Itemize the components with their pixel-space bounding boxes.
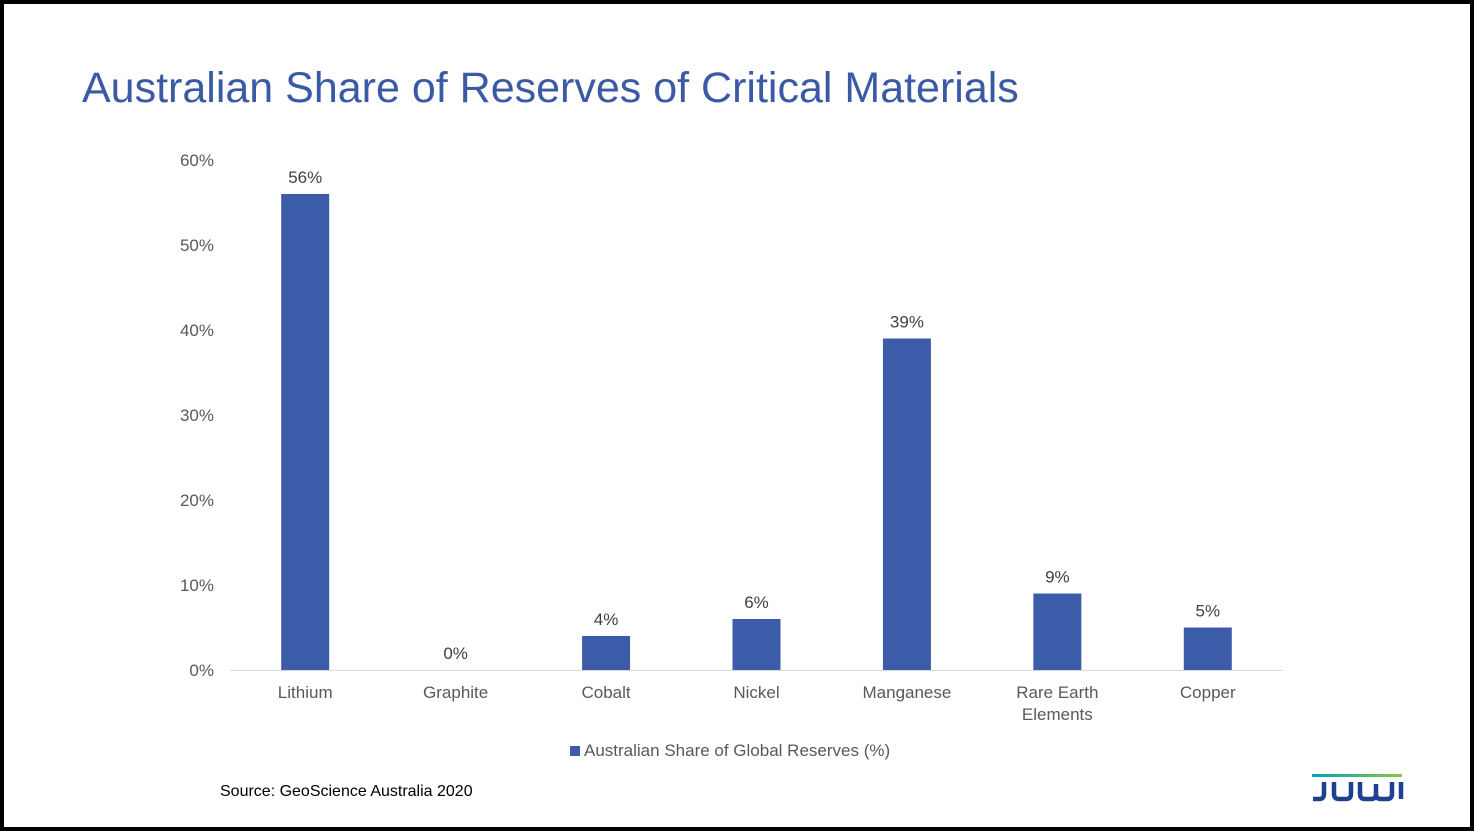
x-tick-label: Rare Earth — [1016, 683, 1098, 702]
bar-lithium — [281, 194, 330, 670]
y-tick-label: 10% — [180, 576, 214, 595]
logo-stripe — [1312, 774, 1402, 777]
x-tick-label: Manganese — [863, 683, 952, 702]
x-tick-label: Graphite — [423, 683, 488, 702]
bar-rare-earth-elements — [1033, 593, 1082, 670]
legend-label: Australian Share of Global Reserves (%) — [584, 741, 891, 760]
bar-copper — [1183, 627, 1232, 670]
bar-cobalt — [582, 636, 631, 670]
juwi-logo — [1312, 774, 1404, 802]
x-tick-label: Cobalt — [582, 683, 631, 702]
x-tick-label: Nickel — [733, 683, 779, 702]
y-tick-label: 20% — [180, 491, 214, 510]
slide-title: Australian Share of Reserves of Critical… — [82, 64, 1019, 112]
data-label: 4% — [594, 610, 619, 629]
x-tick-label: Lithium — [278, 683, 333, 702]
chart-legend: Australian Share of Global Reserves (%) — [570, 741, 890, 761]
y-tick-label: 50% — [180, 236, 214, 255]
bar-chart: 0% 10% 20% 30% 40% 50% 60% 56% Lithium 0% Graphite… — [180, 151, 1283, 724]
data-label: 0% — [443, 644, 468, 663]
data-label: 6% — [744, 593, 769, 612]
x-tick-label: Copper — [1180, 683, 1236, 702]
y-tick-label: 0% — [189, 661, 214, 680]
data-label: 56% — [288, 168, 322, 187]
logo-wordmark — [1313, 782, 1404, 802]
data-label: 9% — [1045, 568, 1070, 587]
bar-manganese — [882, 338, 931, 670]
x-tick-label: Elements — [1022, 705, 1093, 724]
source-note: Source: GeoScience Australia 2020 — [220, 783, 473, 800]
data-label: 5% — [1195, 602, 1220, 621]
legend-swatch — [570, 746, 580, 756]
y-tick-label: 30% — [180, 406, 214, 425]
data-label: 39% — [890, 313, 924, 332]
y-tick-label: 40% — [180, 321, 214, 340]
bar-nickel — [732, 619, 781, 670]
y-tick-label: 60% — [180, 151, 214, 170]
